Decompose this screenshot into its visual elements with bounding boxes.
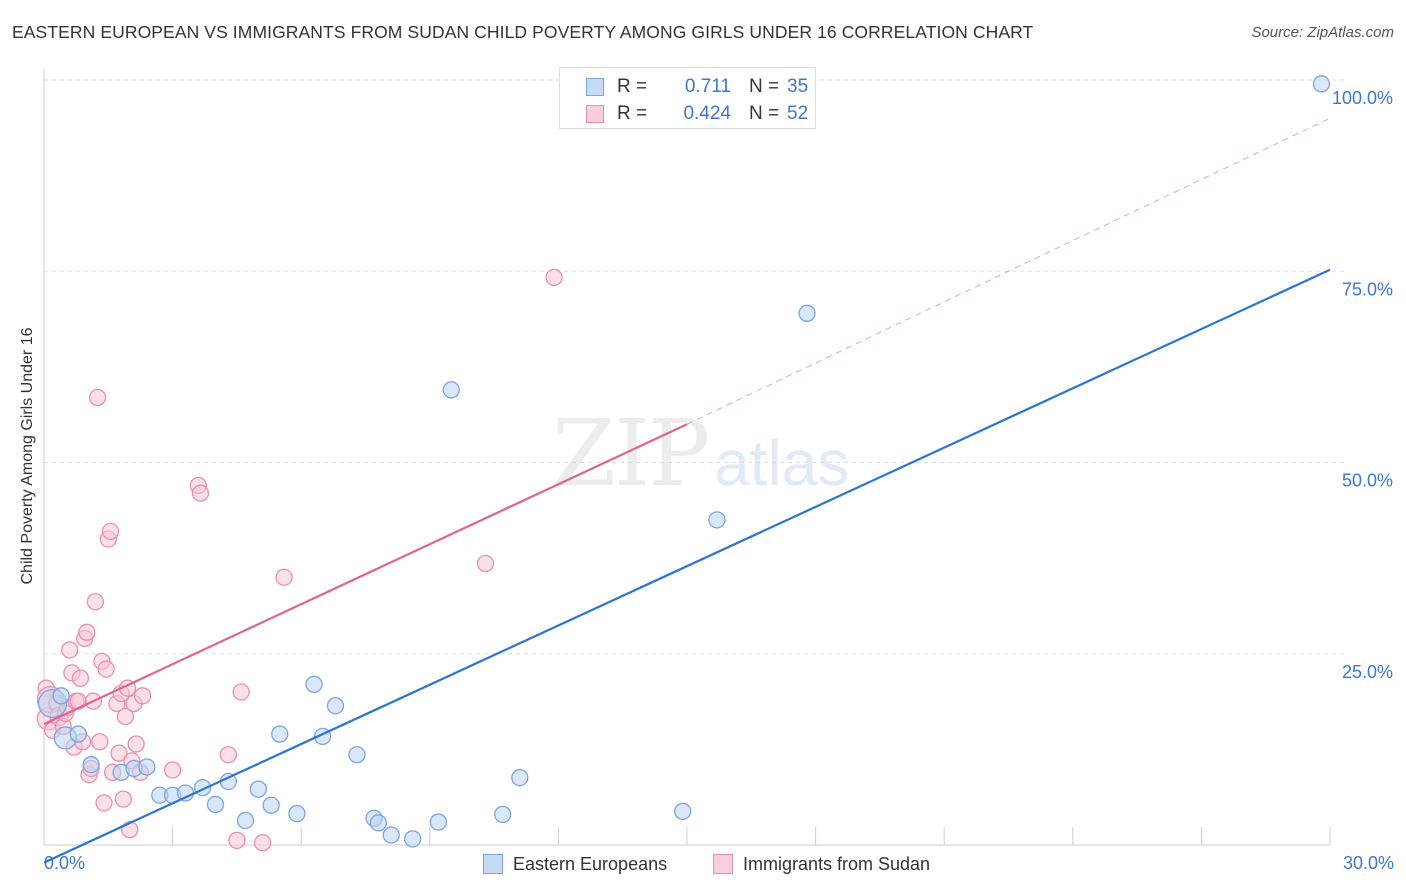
data-point-eastern-europeans [708, 511, 726, 529]
y-tick-label: 50.0% [1342, 471, 1393, 491]
data-point-immigrants-from-sudan [86, 593, 105, 611]
y-tick-label: 75.0% [1342, 279, 1393, 299]
trend-line-eastern-europeans [43, 268, 1331, 864]
y-tick-label: 25.0% [1342, 662, 1393, 682]
legend-n-value: 35 [787, 76, 809, 97]
legend-row-immigrants-from-sudan: R = 0.424 N = 52 [586, 102, 808, 126]
data-point-eastern-europeans [798, 304, 816, 322]
data-point-immigrants-from-sudan [228, 831, 246, 850]
data-point-eastern-europeans [369, 814, 388, 832]
data-point-immigrants-from-sudan [253, 834, 272, 852]
data-point-eastern-europeans [236, 811, 255, 830]
data-point-eastern-europeans [1312, 75, 1331, 93]
watermark-zip: ZIP [552, 400, 710, 507]
data-point-eastern-europeans [511, 769, 529, 787]
data-point-immigrants-from-sudan [133, 687, 152, 705]
correlation-legend: R = 0.711 N = 35 R = 0.424 N = 52 [559, 67, 816, 129]
data-point-eastern-europeans [382, 826, 400, 844]
data-point-eastern-europeans [249, 780, 267, 798]
data-point-eastern-europeans [674, 802, 692, 820]
legend-row-eastern-europeans: R = 0.711 N = 35 [586, 75, 808, 99]
y-tick-label: 100.0% [1332, 88, 1393, 108]
data-point-immigrants-from-sudan [78, 623, 96, 641]
legend-n-label: N = [749, 76, 780, 97]
data-point-eastern-europeans [206, 795, 225, 814]
legend-n-value: 52 [787, 103, 809, 124]
y-axis-title: Child Poverty Among Girls Under 16 [19, 327, 36, 585]
data-point-immigrants-from-sudan [91, 733, 109, 751]
data-point-immigrants-from-sudan [61, 641, 79, 659]
source-label: Source: ZipAtlas.com [1251, 24, 1394, 41]
legend-r-value: 0.711 [684, 76, 731, 97]
data-point-immigrants-from-sudan [163, 761, 182, 779]
data-point-immigrants-from-sudan [110, 744, 128, 762]
data-point-immigrants-from-sudan [71, 669, 90, 687]
data-point-eastern-europeans [494, 805, 512, 824]
trend-extension-immigrants-from-sudan [686, 117, 1331, 425]
data-point-immigrants-from-sudan [545, 268, 563, 287]
legend-item-eastern-europeans: Eastern Europeans [483, 852, 667, 876]
data-point-eastern-europeans [262, 796, 280, 814]
legend-r-label: R = [617, 103, 648, 124]
data-point-immigrants-from-sudan [476, 554, 495, 573]
watermark: ZIPatlas [552, 400, 849, 507]
data-point-immigrants-from-sudan [232, 683, 250, 701]
data-point-eastern-europeans [305, 675, 323, 693]
data-point-eastern-europeans [348, 746, 366, 764]
data-point-immigrants-from-sudan [116, 707, 135, 726]
legend-label: Eastern Europeans [513, 853, 668, 874]
legend-n-label: N = [749, 103, 780, 124]
legend-swatch-pink [713, 854, 733, 874]
data-point-eastern-europeans [442, 381, 460, 399]
data-point-eastern-europeans [404, 830, 422, 848]
data-point-immigrants-from-sudan [127, 735, 145, 753]
legend-swatch-blue [586, 78, 604, 96]
data-point-eastern-europeans [69, 725, 87, 743]
data-point-immigrants-from-sudan [101, 522, 120, 540]
data-point-immigrants-from-sudan [69, 692, 87, 710]
chart-title: EASTERN EUROPEAN VS IMMIGRANTS FROM SUDA… [12, 22, 1034, 42]
data-point-eastern-europeans [82, 756, 100, 774]
data-point-immigrants-from-sudan [275, 568, 293, 586]
data-point-immigrants-from-sudan [191, 484, 210, 502]
data-point-eastern-europeans [326, 697, 345, 715]
data-point-immigrants-from-sudan [97, 660, 115, 678]
data-point-immigrants-from-sudan [88, 388, 107, 407]
legend-label: Immigrants from Sudan [743, 853, 931, 874]
x-tick-label: 0.0% [44, 853, 85, 873]
data-point-eastern-europeans [271, 725, 289, 743]
data-point-immigrants-from-sudan [114, 790, 132, 808]
legend-item-immigrants-from-sudan: Immigrants from Sudan [713, 852, 930, 876]
data-point-immigrants-from-sudan [219, 746, 237, 764]
data-point-eastern-europeans [288, 804, 306, 823]
data-point-eastern-europeans [429, 813, 448, 831]
data-point-eastern-europeans [52, 687, 70, 705]
data-point-eastern-europeans [138, 758, 156, 776]
legend-r-value: 0.424 [683, 103, 731, 124]
legend-r-label: R = [617, 76, 648, 97]
legend-swatch-blue [483, 854, 503, 874]
legend-swatch-pink [586, 105, 604, 123]
data-point-immigrants-from-sudan [95, 794, 113, 812]
trend-line-immigrants-from-sudan [43, 423, 688, 726]
x-tick-label: 30.0% [1343, 853, 1394, 873]
